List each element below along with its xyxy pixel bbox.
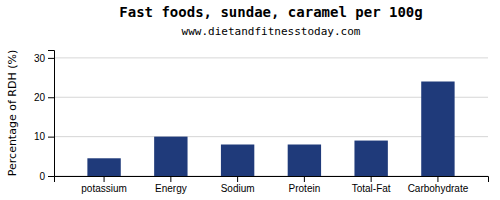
bar: [154, 137, 187, 176]
plot-area: 0 10 20 30 potassium Energy Sodium Protein Total…: [6, 50, 489, 194]
x-tick: potassium: [81, 176, 127, 194]
subtitle: www.dietandfitnesstoday.com: [182, 25, 361, 38]
y-axis-title: Percentage of RDH (%): [6, 50, 19, 176]
x-tick: Protein: [289, 176, 321, 194]
y-tick-mark: [48, 58, 54, 59]
x-tick: Sodium: [221, 176, 255, 194]
y-tick-label: 0: [39, 171, 45, 182]
bar: [421, 82, 454, 177]
bar: [288, 145, 321, 177]
y-tick: 20: [34, 92, 54, 103]
y-tick-mark: [48, 176, 54, 177]
x-tick-mark: [371, 176, 372, 182]
x-tick-mark: [304, 176, 305, 182]
title: Fast foods, sundae, caramel per 100g: [119, 4, 422, 20]
y-tick-label: 10: [34, 131, 46, 142]
y-axis-line: [48, 51, 55, 177]
x-tick-label: Total-Fat: [352, 183, 391, 194]
x-tick: Carbohydrate: [408, 176, 469, 194]
x-axis-line: [55, 177, 489, 183]
marks: [87, 82, 454, 177]
grid-line: [54, 57, 488, 58]
x-tick-mark: [104, 176, 105, 182]
y-tick: 30: [34, 53, 54, 64]
bar: [221, 145, 254, 177]
y-tick-mark: [48, 97, 54, 98]
x-tick-label: Sodium: [221, 183, 255, 194]
x-tick: Energy: [155, 176, 187, 194]
y-axis: 0 10 20 30: [34, 51, 55, 182]
grid: [54, 58, 488, 176]
x-tick-mark: [170, 176, 171, 182]
x-tick-label: Carbohydrate: [408, 183, 469, 194]
x-tick-label: Protein: [289, 183, 321, 194]
y-tick: 0: [39, 171, 54, 182]
x-tick-mark: [237, 176, 238, 182]
y-tick: 10: [34, 131, 54, 142]
x-tick-mark: [437, 176, 438, 182]
bar: [87, 158, 120, 176]
chart-svg: Fast foods, sundae, caramel per 100g www.…: [0, 0, 500, 200]
chart-container: Fast foods, sundae, caramel per 100g www.…: [0, 0, 500, 200]
x-tick: Total-Fat: [352, 176, 391, 194]
y-tick-label: 20: [34, 92, 46, 103]
y-tick-label: 30: [34, 53, 46, 64]
bar: [354, 141, 387, 176]
y-tick-mark: [48, 137, 54, 138]
x-tick-label: potassium: [81, 183, 127, 194]
x-axis: potassium Energy Sodium Protein Total-Fat Car…: [55, 176, 489, 194]
x-tick-label: Energy: [155, 183, 187, 194]
